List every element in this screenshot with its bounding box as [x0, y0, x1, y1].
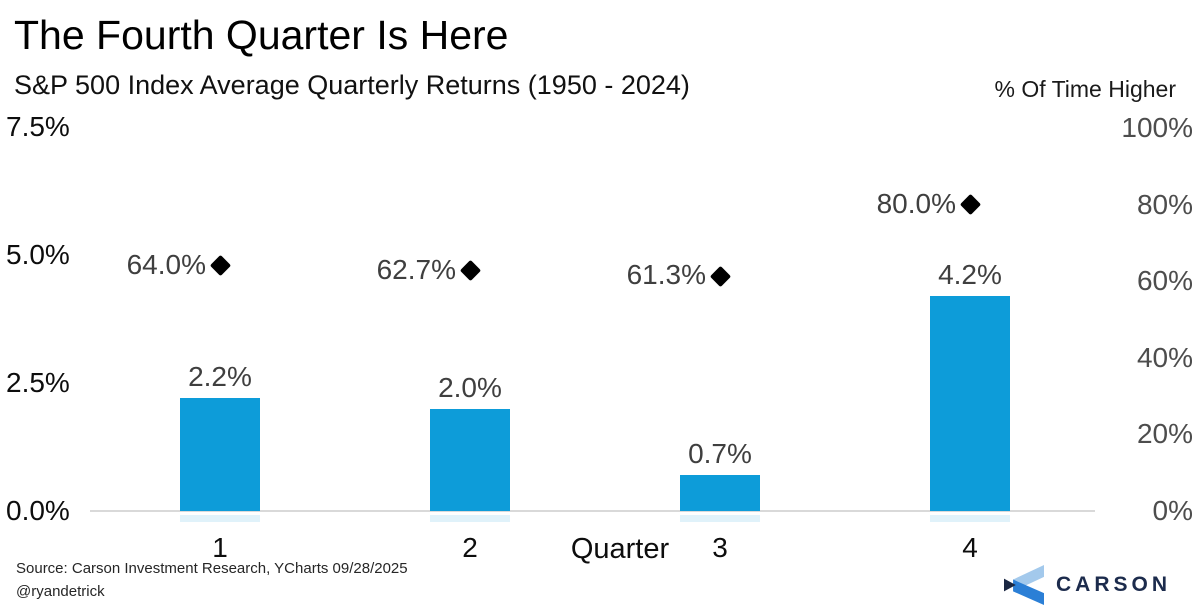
left-axis-tick: 2.5% [6, 367, 70, 398]
bar-quarter-3 [680, 475, 760, 511]
x-tick-3: 3 [712, 532, 728, 563]
bar-shadow-quarter-2 [430, 515, 510, 522]
chart-title: The Fourth Quarter Is Here [14, 12, 509, 58]
carson-logo-icon [1004, 565, 1044, 605]
chart-subtitle: S&P 500 Index Average Quarterly Returns … [14, 70, 690, 100]
x-axis-baseline [90, 510, 1095, 512]
right-axis-tick: 20% [1136, 418, 1193, 450]
diamond-marker-quarter-4 [959, 193, 981, 216]
pct-higher-label: 62.7% [376, 253, 456, 285]
right-axis-tick: 80% [1136, 188, 1193, 220]
pct-higher-label: 80.0% [876, 187, 956, 219]
right-axis-tick: 0% [1152, 495, 1193, 526]
carson-logo: CARSON [1004, 562, 1194, 608]
pct-higher-label: 64.0% [126, 248, 206, 280]
pct-higher-label: 61.3% [626, 259, 706, 291]
bar-value-label: 4.2% [938, 258, 1002, 290]
right-axis-tick: 100% [1121, 112, 1193, 143]
bar-value-label: 0.7% [688, 438, 752, 470]
diamond-marker-quarter-1 [209, 255, 231, 277]
bar-quarter-2 [430, 408, 510, 511]
bar-quarter-1 [180, 398, 260, 511]
bar-value-label: 2.2% [188, 361, 252, 393]
left-axis-tick: 5.0% [6, 239, 70, 270]
bar-shadow-quarter-3 [680, 515, 760, 522]
x-tick-2: 2 [462, 532, 478, 563]
diamond-marker-quarter-3 [709, 265, 731, 287]
diamond-marker-quarter-2 [459, 260, 481, 282]
right-axis-title: % Of Time Higher [994, 76, 1177, 102]
x-tick-4: 4 [962, 532, 978, 563]
carson-wordmark: CARSON [1056, 573, 1172, 596]
left-axis-tick: 7.5% [6, 111, 70, 142]
bar-value-label: 2.0% [438, 371, 502, 403]
right-axis-tick: 60% [1136, 265, 1193, 297]
bar-quarter-4 [930, 295, 1010, 511]
bar-shadow-quarter-4 [930, 515, 1010, 522]
source-credit: Source: Carson Investment Research, YCha… [16, 560, 408, 577]
x-tick-1: 1 [212, 532, 228, 563]
author-handle: @ryandetrick [16, 583, 105, 600]
left-axis-tick: 0.0% [6, 495, 70, 526]
right-axis-tick: 40% [1136, 341, 1193, 373]
x-axis-title: Quarter [570, 533, 670, 565]
bar-shadow-quarter-1 [180, 515, 260, 522]
